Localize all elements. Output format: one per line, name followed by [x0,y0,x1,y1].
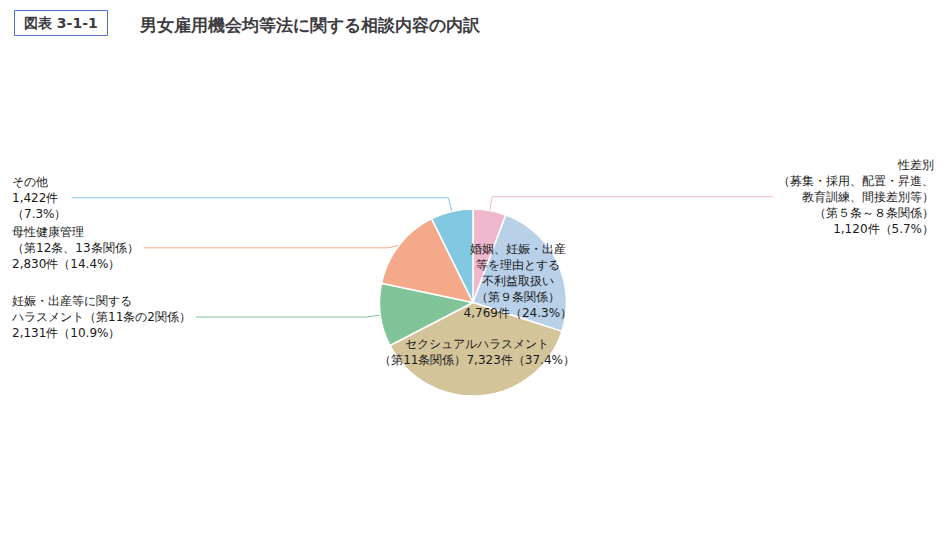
svg-text:（第９条関係）: （第９条関係） [476,290,560,304]
svg-text:1,120件（5.7%）: 1,120件（5.7%） [833,222,934,236]
svg-text:図表 3-1-1: 図表 3-1-1 [24,15,98,31]
svg-text:男女雇用機会均等法に関する相談内容の内訳: 男女雇用機会均等法に関する相談内容の内訳 [139,15,481,35]
svg-text:不利益取扱い: 不利益取扱い [482,274,554,288]
svg-text:セクシュアルハラスメント: セクシュアルハラスメント [405,337,549,351]
svg-text:2,131件（10.9%）: 2,131件（10.9%） [12,326,120,340]
svg-text:教育訓練、間接差別等）: 教育訓練、間接差別等） [802,190,934,204]
svg-text:母性健康管理: 母性健康管理 [12,225,84,239]
svg-text:その他: その他 [12,175,48,189]
svg-text:婚姻、妊娠・出産: 婚姻、妊娠・出産 [470,242,566,256]
svg-text:4,769件（24.3%）: 4,769件（24.3%） [464,306,572,320]
svg-text:等を理由とする: 等を理由とする [476,258,560,272]
svg-text:（第12条、13条関係）: （第12条、13条関係） [12,241,139,255]
svg-text:妊娠・出産等に関する: 妊娠・出産等に関する [12,294,132,308]
svg-text:1,422件: 1,422件 [12,191,58,205]
svg-text:（7.3%）: （7.3%） [12,207,67,221]
svg-text:性差別: 性差別 [897,158,934,172]
svg-text:ハラスメント（第11条の2関係）: ハラスメント（第11条の2関係） [11,310,191,324]
svg-text:（第11条関係）7,323件（37.4%）: （第11条関係）7,323件（37.4%） [379,353,575,367]
svg-text:2,830件（14.4%）: 2,830件（14.4%） [12,257,120,271]
svg-text:（募集・採用、配置・昇進、: （募集・採用、配置・昇進、 [778,174,934,188]
svg-text:（第５条～８条関係）: （第５条～８条関係） [814,206,934,220]
